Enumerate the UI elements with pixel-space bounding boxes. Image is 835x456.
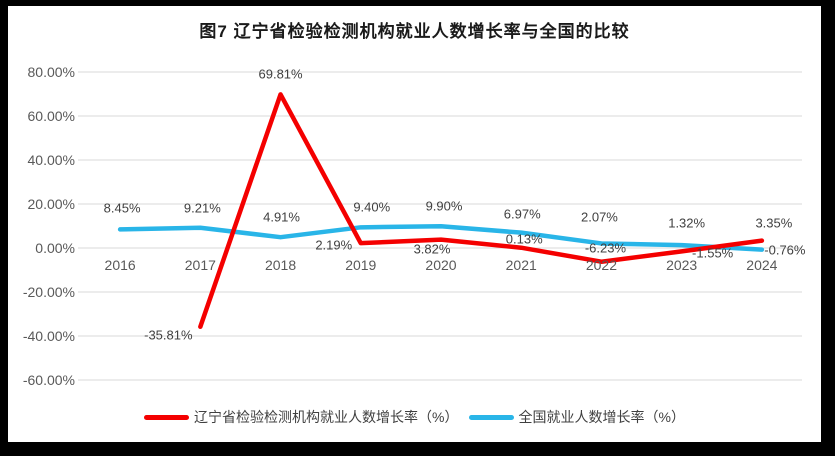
data-label: 9.21% xyxy=(183,200,221,216)
legend-item: 辽宁省检验检测机构就业人数增长率（%） xyxy=(144,407,459,427)
chart-canvas xyxy=(8,6,821,442)
y-axis-tick-label: -20.00% xyxy=(22,284,75,300)
data-label: 0.13% xyxy=(505,231,543,247)
data-label: 8.45% xyxy=(103,200,141,216)
y-axis-tick-label: 60.00% xyxy=(27,108,75,124)
data-label: 3.82% xyxy=(413,241,451,257)
series-line-liaoning xyxy=(198,92,765,330)
x-axis-tick-label: 2019 xyxy=(345,257,377,273)
data-label: -1.55% xyxy=(692,245,734,261)
x-axis-tick-label: 2024 xyxy=(746,257,778,273)
x-axis-tick-label: 2021 xyxy=(505,257,537,273)
y-axis-tick-label: 20.00% xyxy=(27,196,75,212)
legend-label: 全国就业人数增长率（%） xyxy=(518,409,685,425)
data-label: 6.97% xyxy=(503,206,541,222)
data-label: 4.91% xyxy=(263,209,300,225)
data-label: 69.81% xyxy=(258,66,303,82)
data-label: -35.81% xyxy=(144,327,193,343)
y-axis-tick-label: -40.00% xyxy=(22,328,75,344)
data-label: -0.76% xyxy=(764,242,806,258)
series-line-national xyxy=(117,223,765,252)
legend-line-swatch-icon xyxy=(468,414,514,420)
x-axis-tick-label: 2020 xyxy=(425,257,457,273)
legend-item: 全国就业人数增长率（%） xyxy=(468,407,685,427)
y-axis-tick-label: -60.00% xyxy=(22,372,75,388)
data-label: 1.32% xyxy=(668,215,706,231)
legend: 辽宁省检验检测机构就业人数增长率（%） 全国就业人数增长率（%） xyxy=(8,407,821,427)
data-label: 9.90% xyxy=(425,198,463,214)
legend-line-swatch-icon xyxy=(144,414,190,420)
legend-label: 辽宁省检验检测机构就业人数增长率（%） xyxy=(194,409,459,425)
x-axis-tick-label: 2022 xyxy=(585,257,618,273)
data-label: -6.23% xyxy=(584,240,627,256)
x-axis-tick-label: 2023 xyxy=(666,257,698,273)
data-label: 9.40% xyxy=(353,199,391,215)
x-axis-tick-label: 2018 xyxy=(264,257,297,273)
x-axis-tick-label: 2016 xyxy=(104,257,136,273)
data-label: 3.35% xyxy=(755,215,793,231)
y-axis-tick-label: 40.00% xyxy=(27,152,75,168)
x-axis-tick-label: 2017 xyxy=(184,257,216,273)
data-label: 2.07% xyxy=(581,209,618,225)
chart-title: 图7 辽宁省检验检测机构就业人数增长率与全国的比较 xyxy=(199,22,630,41)
data-label: 2.19% xyxy=(315,237,353,253)
y-axis-tick-label: 80.00% xyxy=(27,64,75,80)
y-axis-tick-label: 0.00% xyxy=(35,240,75,256)
